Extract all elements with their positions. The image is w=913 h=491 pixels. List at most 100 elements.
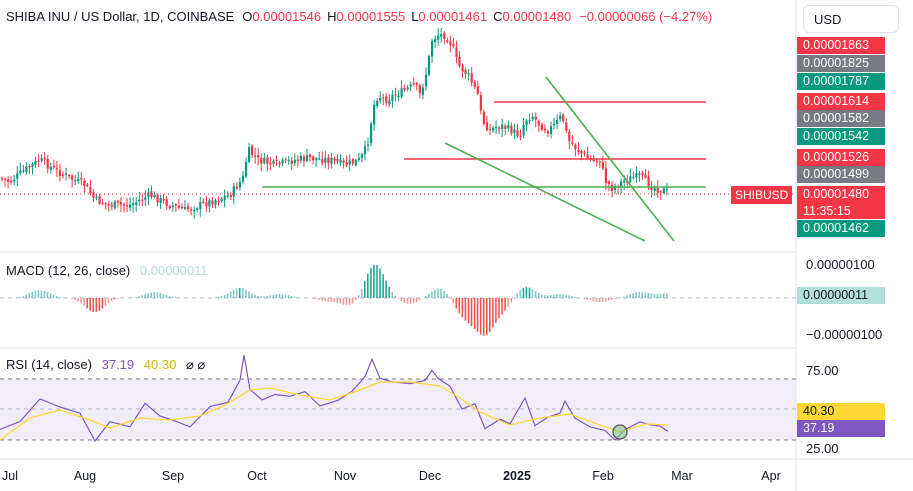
candle-body: [190, 209, 193, 211]
countdown-tag: 11:35:15: [797, 203, 885, 219]
candle-body: [13, 179, 16, 182]
close-label: C: [493, 9, 503, 24]
macd-label: MACD (12, 26, close): [6, 263, 131, 278]
candle-body: [208, 200, 211, 207]
candle-body: [122, 204, 126, 206]
candle-body: [58, 170, 61, 177]
candle-body: [232, 186, 235, 197]
macd-histogram-bar: [62, 297, 64, 298]
candle-body: [287, 160, 290, 162]
candle-body: [327, 157, 330, 163]
candle-body: [479, 95, 482, 111]
macd-histogram-bar: [604, 298, 607, 302]
macd-histogram-bar: [110, 298, 113, 302]
candle-body: [89, 186, 92, 194]
candle-body: [635, 172, 638, 178]
macd-histogram-bar: [461, 298, 464, 318]
price-scale-tag: 0.00001614: [797, 93, 885, 110]
candle-body: [571, 142, 574, 145]
candle-body: [238, 181, 241, 188]
candle-body: [424, 74, 428, 87]
macd-histogram-bar: [556, 294, 558, 298]
candle-body: [19, 170, 22, 174]
macd-histogram-bar: [409, 298, 412, 304]
candle-body: [55, 168, 58, 170]
macd-histogram-bar: [171, 296, 174, 298]
macd-histogram-bar: [403, 298, 406, 303]
candle-body: [397, 95, 400, 98]
candle-body: [284, 159, 287, 161]
macd-scale-bottom: −0.00000100: [806, 327, 883, 342]
candle-body: [641, 172, 644, 176]
candle-body: [309, 154, 312, 158]
candle-body: [470, 73, 473, 83]
change-value: −0.00000066 (−4.27%): [579, 9, 713, 24]
candle-body: [107, 204, 110, 206]
macd-histogram-bar: [406, 298, 409, 304]
candle-body: [583, 152, 586, 154]
price-scale-tag: 0.00001542: [797, 128, 885, 145]
macd-histogram-bar: [321, 298, 323, 301]
macd-histogram-bar: [77, 298, 79, 302]
candle-body: [360, 154, 363, 159]
macd-histogram-bar: [92, 298, 95, 312]
candle-body: [546, 131, 550, 134]
candle-body: [580, 151, 583, 154]
macd-histogram-bar: [251, 293, 253, 298]
macd-histogram-bar: [364, 281, 366, 298]
candle-body: [540, 124, 543, 130]
candle-body: [421, 87, 424, 95]
candle-body: [150, 191, 153, 197]
candle-body: [632, 177, 635, 179]
candle-body: [565, 122, 568, 131]
candle-body: [116, 201, 119, 203]
macd-legend: MACD (12, 26, close) 0.00000011: [6, 263, 208, 278]
candle-body: [440, 34, 443, 37]
candle-body: [80, 177, 83, 180]
macd-histogram-bar: [31, 292, 34, 298]
candle-body: [488, 128, 492, 130]
macd-histogram-bar: [159, 292, 162, 298]
macd-histogram-bar: [574, 297, 576, 298]
macd-histogram-bar: [540, 294, 543, 298]
macd-histogram-bar: [489, 298, 491, 332]
currency-selector[interactable]: USD: [803, 5, 899, 33]
macd-histogram-bar: [132, 297, 134, 298]
candle-body: [159, 197, 162, 203]
macd-histogram-bar: [275, 294, 278, 298]
macd-histogram-bar: [229, 291, 232, 298]
candle-body: [110, 204, 113, 207]
macd-histogram-bar: [95, 298, 98, 312]
macd-value-tag: 0.00000011: [797, 287, 885, 304]
candle-body: [211, 200, 214, 205]
macd-histogram-bar: [607, 298, 610, 301]
macd-histogram-bar: [49, 293, 52, 298]
macd-histogram-bar: [534, 291, 537, 298]
rsi-hidden-icons[interactable]: ⌀ ⌀: [185, 357, 206, 372]
macd-histogram-bar: [153, 292, 156, 298]
x-axis-label: Dec: [418, 469, 442, 483]
macd-histogram-bar: [397, 298, 400, 299]
candle-body: [659, 191, 662, 193]
macd-histogram-bar: [455, 298, 458, 309]
candle-body: [549, 126, 553, 134]
macd-histogram-bar: [522, 287, 525, 298]
candle-body: [339, 159, 342, 163]
candle-body: [104, 203, 107, 205]
candle-body: [415, 83, 418, 86]
macd-histogram-bar: [486, 298, 488, 335]
macd-histogram-bar: [86, 298, 88, 309]
rsi-ma-line: [0, 381, 669, 441]
macd-histogram-bar: [357, 295, 360, 298]
candle-body: [235, 186, 238, 189]
candle-body: [485, 122, 489, 130]
candle-body: [604, 168, 607, 183]
candle-body: [647, 176, 650, 188]
macd-histogram-bar: [345, 298, 348, 306]
candle-body: [257, 155, 260, 158]
rsi-scale-top: 75.00: [806, 363, 839, 378]
candle-body: [83, 180, 86, 186]
candle-body: [519, 135, 522, 138]
candle-body: [543, 128, 546, 131]
